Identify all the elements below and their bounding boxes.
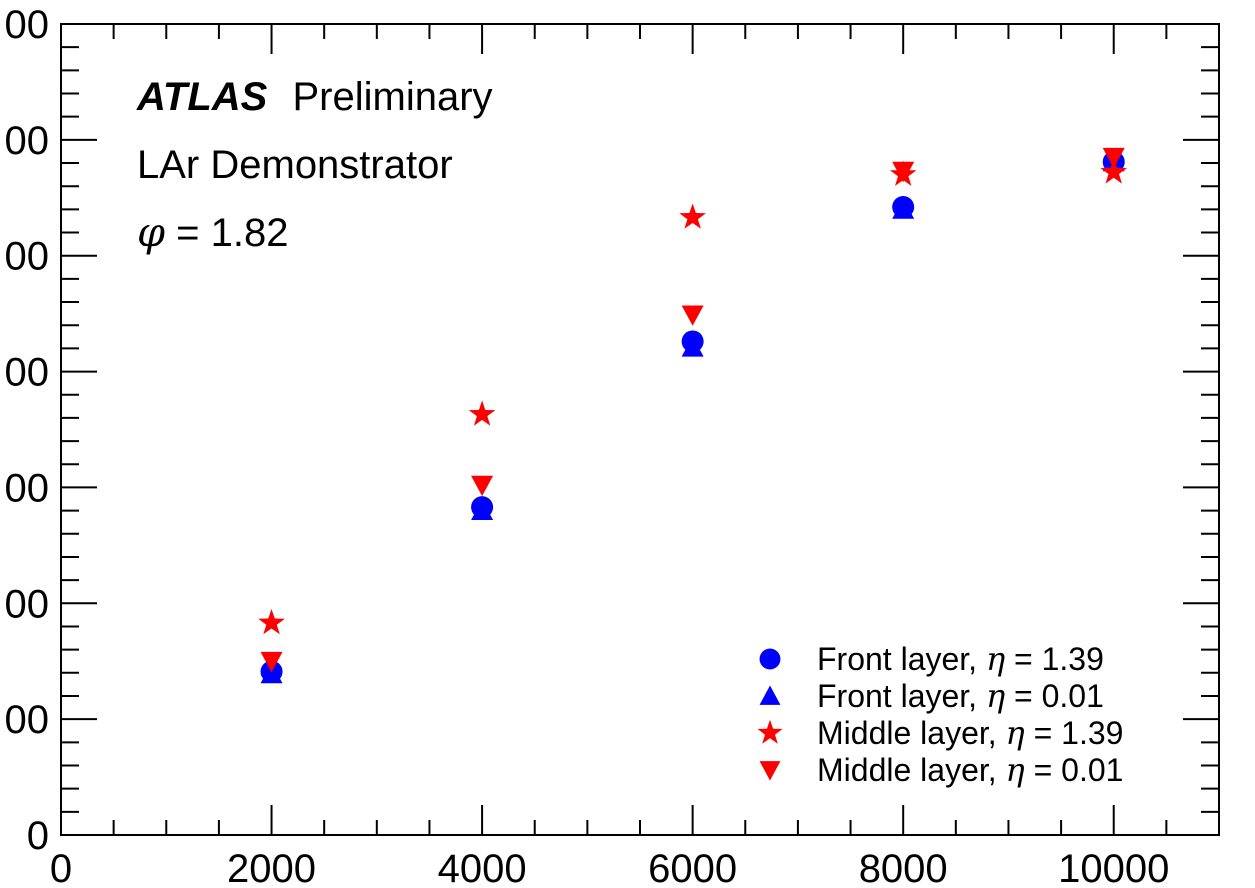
atlas-label: ATLAS Preliminary [136,75,493,119]
legend-eta-symbol: η [1006,714,1025,752]
y-tick-label: 00 [5,582,50,626]
detector-label: LAr Demonstrator [137,143,453,187]
legend-marker-star [757,719,783,744]
atlas-experiment-label: ATLAS [136,75,268,119]
legend-label-suffix: = 0.01 [1005,678,1104,714]
data-point-triangle-down [1102,147,1125,169]
y-tick-label: 00 [5,3,50,47]
data-point-circle [892,196,915,219]
legend-label: Middle layer, η = 1.39 [817,714,1123,752]
y-tick-label: 00 [5,235,50,279]
y-tick-label: 00 [5,698,50,742]
y-tick-label: 00 [5,351,50,395]
x-tick-label: 4000 [438,847,527,888]
legend-label: Front layer, η = 0.01 [817,677,1104,715]
legend-marker-circle [759,648,781,670]
data-point-triangle-down [260,651,283,673]
data-point-star [258,609,285,635]
data-point-circle [681,330,704,353]
data-point-star [889,160,917,186]
y-tick-label: 0 [27,814,49,858]
phi-symbol: φ [137,210,165,256]
legend-label-prefix: Front layer, [817,678,986,714]
legend-eta-symbol: η [986,677,1005,715]
legend-label-prefix: Middle layer, [817,752,1006,788]
legend-label-suffix: = 0.01 [1025,752,1124,788]
legend-label-suffix: = 1.39 [1005,641,1104,677]
data-point-star [468,400,496,426]
x-tick-labels: 0 2000 4000 6000 8000 10000 [50,847,1169,888]
data-point-star [679,203,706,229]
phi-label: φ = 1.82 [137,210,288,256]
legend-label: Middle layer, η = 0.01 [817,751,1123,789]
data-point-triangle-down [471,475,494,497]
y-tick-label: 00 [5,119,50,163]
phi-value: = 1.82 [176,211,288,255]
legend-label-prefix: Middle layer, [817,715,1006,751]
legend-marker-triangle-up [759,685,781,705]
legend-label-suffix: = 1.39 [1025,715,1124,751]
x-tick-label: 8000 [859,847,948,888]
x-tick-label: 6000 [648,847,737,888]
data-points [258,147,1127,684]
data-point-circle [471,496,494,519]
legend-eta-symbol: η [1006,751,1025,789]
data-point-triangle-down [681,305,704,326]
legend-label: Front layer, η = 1.39 [817,640,1104,678]
legend-label-prefix: Front layer, [817,641,986,677]
legend-eta-symbol: η [986,640,1005,678]
x-tick-label: 10000 [1058,847,1169,888]
x-tick-label: 2000 [227,847,316,888]
y-tick-label: 00 [5,466,50,510]
atlas-status-label: Preliminary [292,75,492,119]
svg-text:ATLAS Preliminary: ATLAS Preliminary [136,75,493,119]
x-tick-label: 0 [50,847,72,888]
plot-frame [60,23,1220,836]
data-point-star [1100,158,1127,184]
legend-marker-triangle-down [759,761,781,781]
